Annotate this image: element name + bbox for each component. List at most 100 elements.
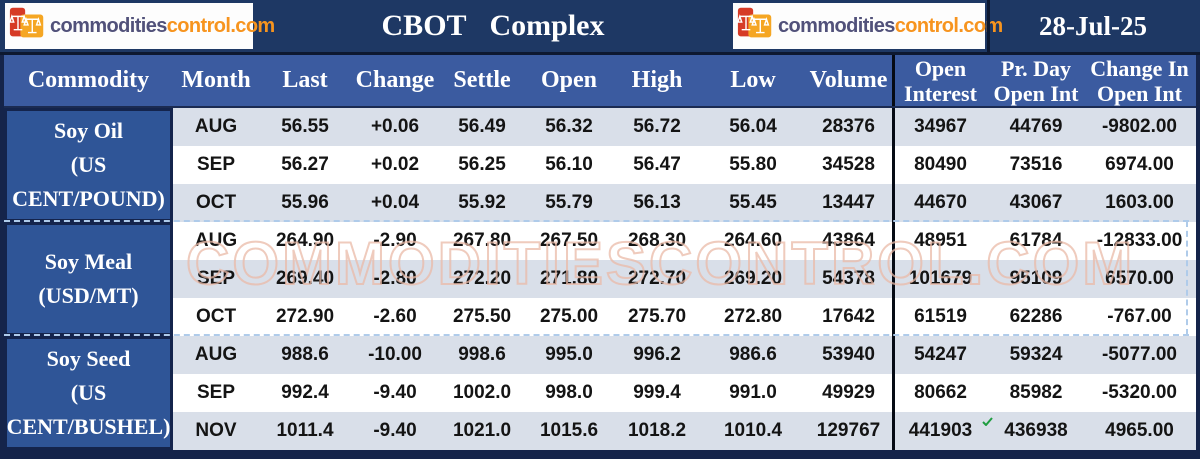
cell-change-in-open-int: -9802.00 [1101, 116, 1177, 137]
logo-wordmark: commoditiescontrol.com [50, 15, 275, 38]
group-rows: AUG 264.90 -2.90 267.80 267.50 268.30 264.60 43… [173, 222, 1196, 336]
page-break-dashed-line-horizontal [4, 334, 1189, 336]
cell-month: SEP [196, 154, 236, 175]
cell-pr-day-open-int: 44769 [1009, 116, 1063, 137]
table-row: SEP 992.4 -9.40 1002.0 998.0 999.4 991.0 49929 8… [173, 374, 1196, 412]
cell-change: -2.90 [373, 230, 417, 251]
cell-open: 56.32 [545, 116, 593, 137]
table-row: AUG 56.55 +0.06 56.49 56.32 56.72 56.04 28376 34… [173, 108, 1196, 146]
cell-volume: 129767 [805, 412, 895, 450]
cell-pr-day-open-int: 61784 [1009, 230, 1063, 251]
date-divider [987, 0, 990, 52]
cell-change-in-open-int: 6974.00 [1105, 154, 1174, 175]
cell-month: SEP [196, 382, 236, 403]
cell-open: 56.10 [545, 154, 593, 175]
cell-pr-day-open-int: 73516 [1009, 154, 1063, 175]
commodity-unit: (US CENT/BUSHEL) [6, 380, 171, 439]
cell-open: 55.79 [545, 192, 593, 213]
col-header-last: Last [282, 67, 328, 93]
col-header-high: High [631, 67, 683, 93]
cell-change-in-open-int: 1603.00 [1105, 192, 1174, 213]
table-row: SEP 56.27 +0.02 56.25 56.10 56.47 55.80 34528 80… [173, 146, 1196, 184]
cell-change: -2.60 [373, 306, 417, 327]
col-header-line: Pr. Day [1000, 55, 1072, 81]
cell-low: 269.20 [723, 268, 783, 289]
cell-high: 272.70 [627, 268, 687, 289]
cell-pr-day-open-int: 59324 [1009, 344, 1063, 365]
table-row: OCT 272.90 -2.60 275.50 275.00 275.70 272.80 17… [173, 298, 1196, 336]
cell-last: 56.55 [281, 116, 329, 137]
cell-volume: 43864 [805, 222, 895, 260]
cell-volume: 49929 [805, 374, 895, 412]
cell-change: -9.40 [373, 420, 417, 441]
cell-change-in-open-int: -5077.00 [1101, 344, 1177, 365]
cell-last: 988.6 [281, 344, 329, 365]
cell-high: 275.70 [627, 306, 687, 327]
commodity-name: Soy Meal [44, 249, 133, 274]
commodity-unit: (USD/MT) [38, 283, 139, 308]
cell-high: 1018.2 [627, 420, 687, 441]
cell-low: 991.0 [729, 382, 777, 403]
cell-open: 275.00 [539, 306, 599, 327]
col-header-month: Month [181, 67, 251, 93]
commodity-group-soy-meal: Soy Meal (USD/MT) AUG 264.90 -2.90 267.80 26… [4, 222, 1196, 336]
cell-high: 268.30 [627, 230, 687, 251]
cell-low: 55.80 [729, 154, 777, 175]
page-title: CBOT Complex [381, 9, 605, 42]
cell-change: -9.40 [373, 382, 417, 403]
cell-month: AUG [194, 230, 238, 251]
cell-high: 56.47 [633, 154, 681, 175]
cell-low: 56.04 [729, 116, 777, 137]
col-header-line: Open Int [993, 80, 1079, 106]
col-header-change-in-open-int: Change In Open Int [1086, 55, 1193, 106]
logo-brand: commodities [778, 14, 895, 37]
cell-change-in-open-int: -12833.00 [1096, 230, 1183, 251]
cell-settle: 56.25 [458, 154, 506, 175]
logo-wordmark: commoditiescontrol.com [778, 15, 1003, 38]
cell-pr-day-open-int: 43067 [1009, 192, 1063, 213]
cell-last: 264.90 [275, 230, 335, 251]
commodity-name: Soy Oil [53, 118, 124, 143]
cell-pr-day-open-int: 62286 [1009, 306, 1063, 327]
cell-change: -10.00 [368, 344, 422, 365]
cell-last: 55.96 [281, 192, 329, 213]
col-header-line: Change In [1090, 55, 1189, 81]
green-tick-marker [982, 413, 993, 431]
col-header-change: Change [355, 67, 435, 93]
col-header-open-interest: Open Interest [895, 55, 986, 106]
cell-month: AUG [194, 344, 238, 365]
cell-settle: 55.92 [458, 192, 506, 213]
cell-open: 1015.6 [539, 420, 599, 441]
cell-high: 56.13 [633, 192, 681, 213]
cell-last: 269.40 [275, 268, 335, 289]
table-row: AUG 988.6 -10.00 998.6 995.0 996.2 986.6 53940 5… [173, 336, 1196, 374]
cell-high: 999.4 [633, 382, 681, 403]
cell-open-interest: 48951 [914, 230, 967, 251]
cell-pr-day-open-int: 95109 [1009, 268, 1063, 289]
cell-open: 995.0 [545, 344, 593, 365]
cell-change-in-open-int: 6570.00 [1105, 268, 1174, 289]
cell-open-interest: 101679 [908, 268, 973, 289]
cell-open-interest: 80662 [914, 382, 967, 403]
col-header-volume: Volume [805, 55, 895, 106]
scales-icon [736, 4, 776, 49]
col-header-line: Interest [904, 80, 977, 106]
cell-change: -2.80 [373, 268, 417, 289]
logo-brand-suffix: control.com [894, 14, 1003, 37]
cell-open: 267.50 [539, 230, 599, 251]
logo-brand: commodities [50, 14, 167, 37]
cell-month: AUG [194, 116, 238, 137]
commodity-label: Soy Oil (US CENT/POUND) [4, 108, 173, 222]
cell-open-interest: 44670 [914, 192, 967, 213]
cell-month: OCT [195, 192, 237, 213]
page-break-dashed-line-vertical [1186, 221, 1188, 335]
table-row: OCT 55.96 +0.04 55.92 55.79 56.13 55.45 13447 44… [173, 184, 1196, 222]
commodity-group-soy-oil: Soy Oil (US CENT/POUND) AUG 56.55 +0.06 56.… [4, 108, 1196, 222]
group-rows: AUG 988.6 -10.00 998.6 995.0 996.2 986.6 53940 5… [173, 336, 1196, 450]
col-header-line: Open [914, 55, 967, 81]
cell-settle: 56.49 [458, 116, 506, 137]
cell-low: 272.80 [723, 306, 783, 327]
table-row: SEP 269.40 -2.80 272.20 271.80 272.70 269.20 54… [173, 260, 1196, 298]
commoditiescontrol-logo-right: commoditiescontrol.com [733, 3, 1003, 49]
table-row: NOV 1011.4 -9.40 1021.0 1015.6 1018.2 1010.4 12… [173, 412, 1196, 450]
